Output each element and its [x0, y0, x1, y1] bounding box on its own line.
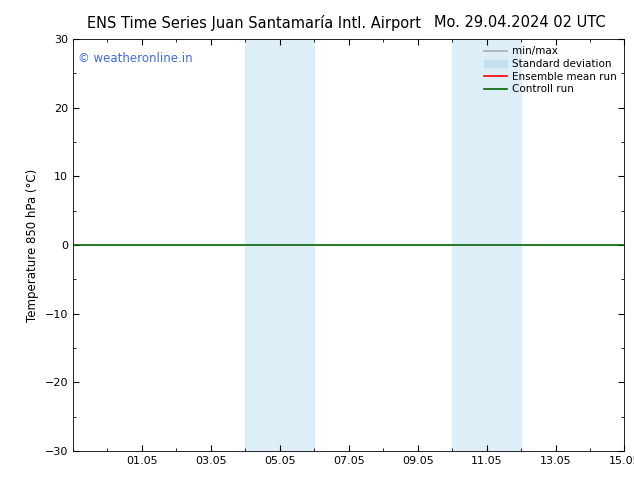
Y-axis label: Temperature 850 hPa (°C): Temperature 850 hPa (°C) — [26, 169, 39, 321]
Bar — [452, 39, 521, 451]
Text: ENS Time Series Juan Santamaría Intl. Airport: ENS Time Series Juan Santamaría Intl. Ai… — [87, 15, 420, 31]
Bar — [245, 39, 314, 451]
Text: © weatheronline.in: © weatheronline.in — [79, 51, 193, 65]
Text: Mo. 29.04.2024 02 UTC: Mo. 29.04.2024 02 UTC — [434, 15, 605, 30]
Legend: min/max, Standard deviation, Ensemble mean run, Controll run: min/max, Standard deviation, Ensemble me… — [482, 45, 619, 97]
